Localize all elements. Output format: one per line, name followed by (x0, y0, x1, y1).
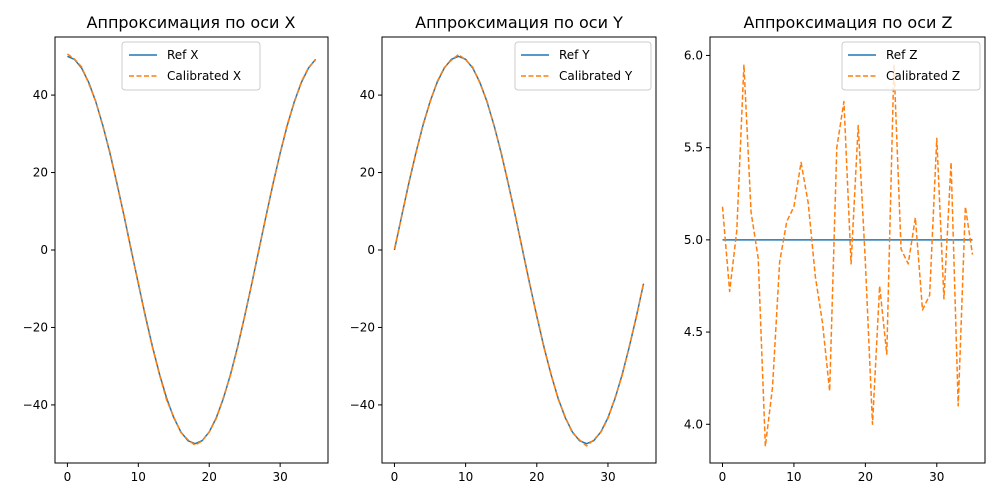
x-tick-label-y: 10 (458, 470, 473, 484)
y-tick-label-z: 5.0 (684, 233, 703, 247)
x-tick-label-y: 0 (391, 470, 399, 484)
x-tick-label-x: 10 (131, 470, 146, 484)
y-tick-label-y: 20 (360, 166, 375, 180)
y-tick-label-y: 40 (360, 88, 375, 102)
x-tick-label-z: 30 (929, 470, 944, 484)
legend-label-calibrated-z: Calibrated Z (886, 69, 960, 83)
x-tick-label-y: 20 (529, 470, 544, 484)
series-line-calibrated-y (393, 53, 645, 447)
y-tick-label-y: 0 (367, 243, 375, 257)
series-line-calibrated-x (66, 53, 317, 446)
legend-z: Ref Z Calibrated Z (841, 41, 981, 91)
y-tick-label-z: 4.5 (684, 325, 703, 339)
x-tick-label-z: 0 (719, 470, 727, 484)
y-tick-label-x: −40 (23, 398, 48, 412)
legend-label-ref-z: Ref Z (886, 48, 917, 62)
x-tick-label-x: 30 (272, 470, 287, 484)
subplot-z: Аппроксимация по оси Z 0 10 20 30 4.0 4.5 5.0 5… (684, 13, 986, 484)
series-line-calibrated-z (721, 63, 974, 448)
legend-label-ref-y: Ref Y (559, 48, 590, 62)
subplot-y: Аппроксимация по оси Y 0 10 20 30 −40 −20 0 20 4… (350, 13, 657, 484)
legend-label-ref-x: Ref X (167, 48, 198, 62)
x-tick-label-y: 30 (600, 470, 615, 484)
plot-layer-y: 0 10 20 30 −40 −20 0 20 40 (350, 53, 645, 484)
x-tick-label-x: 0 (64, 470, 72, 484)
chart-title-x: Аппроксимация по оси X (87, 13, 296, 32)
axes-frame-z (709, 36, 986, 464)
y-tick-label-z: 5.5 (684, 141, 703, 155)
x-tick-label-z: 20 (858, 470, 873, 484)
y-tick-label-x: −20 (23, 320, 48, 334)
y-tick-label-x: 20 (33, 166, 48, 180)
y-tick-label-y: −40 (350, 398, 375, 412)
chart-title-y: Аппроксимация по оси Y (415, 13, 623, 32)
plot-layer-z: 0 10 20 30 4.0 4.5 5.0 5.5 6.0 (684, 48, 974, 484)
y-tick-label-x: 0 (40, 243, 48, 257)
legend-y: Ref Y Calibrated Y (514, 41, 652, 91)
legend-x: Ref X Calibrated X (121, 41, 261, 91)
axes-frame-y (381, 36, 657, 464)
legend-box-z (841, 41, 981, 91)
axes-frame-x (54, 36, 329, 464)
legend-box-x (121, 41, 261, 91)
legend-label-calibrated-y: Calibrated Y (559, 69, 633, 83)
chart-title-z: Аппроксимация по оси Z (744, 13, 953, 32)
subplot-x: Аппроксимация по оси X 0 10 20 30 −40 −20 0 20 4… (23, 13, 329, 484)
legend-box-y (514, 41, 652, 91)
plot-layer-x: 0 10 20 30 −40 −20 0 20 40 (23, 53, 317, 484)
y-tick-label-y: −20 (350, 320, 375, 334)
x-tick-label-z: 10 (786, 470, 801, 484)
y-tick-label-z: 6.0 (684, 48, 703, 62)
legend-label-calibrated-x: Calibrated X (167, 69, 241, 83)
y-tick-label-x: 40 (33, 88, 48, 102)
x-tick-label-x: 20 (202, 470, 217, 484)
y-tick-label-z: 4.0 (684, 417, 703, 431)
